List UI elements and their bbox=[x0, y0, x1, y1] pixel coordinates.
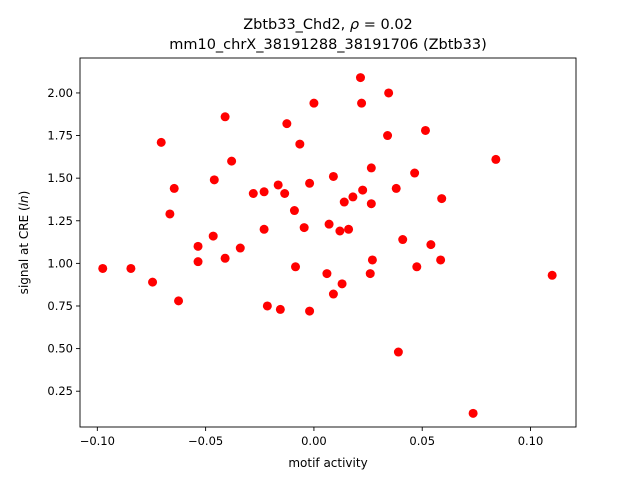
data-point bbox=[366, 163, 376, 173]
data-points bbox=[98, 73, 557, 418]
chart-title-rho-symbol: ρ bbox=[350, 17, 360, 33]
x-tick-label: −0.05 bbox=[188, 434, 223, 448]
data-point bbox=[305, 306, 315, 316]
data-point bbox=[259, 187, 269, 197]
data-point bbox=[220, 253, 230, 263]
y-tick-label: 0.50 bbox=[47, 342, 73, 356]
y-tick-label: 1.00 bbox=[47, 256, 73, 270]
data-point bbox=[436, 255, 446, 265]
data-point bbox=[305, 178, 315, 188]
data-point bbox=[398, 235, 408, 245]
data-point bbox=[126, 263, 136, 273]
x-tick-label: 0.00 bbox=[301, 434, 327, 448]
y-axis-label: signal at CRE (ln) bbox=[17, 191, 31, 295]
data-point bbox=[165, 209, 175, 219]
chart-title-rho-value: = 0.02 bbox=[359, 17, 413, 33]
data-point bbox=[384, 88, 394, 98]
data-point bbox=[227, 156, 237, 166]
data-point bbox=[366, 199, 376, 209]
data-point bbox=[235, 243, 245, 253]
x-axis-ticks: −0.10 −0.05 0.00 0.05 0.10 bbox=[80, 427, 544, 448]
data-point bbox=[169, 183, 179, 193]
y-axis-label-suffix: ) bbox=[17, 191, 31, 196]
data-point bbox=[420, 125, 430, 135]
data-point bbox=[383, 131, 393, 141]
plot-frame bbox=[79, 57, 577, 428]
y-tick-label: 1.50 bbox=[47, 171, 73, 185]
x-axis-label: motif activity bbox=[288, 456, 367, 470]
data-point bbox=[259, 224, 269, 234]
data-point bbox=[367, 255, 377, 265]
chart-title: Zbtb33_Chd2, ρ = 0.02 bbox=[243, 17, 413, 33]
data-point bbox=[335, 226, 345, 236]
data-point bbox=[248, 189, 258, 198]
data-point bbox=[348, 192, 358, 202]
data-point bbox=[275, 304, 285, 314]
y-tick-label: 0.75 bbox=[47, 299, 73, 313]
y-axis-ticks: 0.25 0.50 0.75 1.00 1.25 1.50 1.75 2.00 bbox=[47, 86, 80, 398]
data-point bbox=[98, 263, 108, 273]
data-point bbox=[337, 279, 347, 289]
chart-subtitle: mm10_chrX_38191288_38191706 (Zbtb33) bbox=[169, 37, 487, 53]
y-tick-label: 0.25 bbox=[47, 384, 73, 398]
data-point bbox=[220, 112, 230, 122]
data-point bbox=[344, 224, 354, 234]
data-point bbox=[324, 219, 334, 229]
data-point bbox=[365, 269, 375, 279]
data-point bbox=[410, 168, 420, 178]
data-point bbox=[299, 223, 309, 233]
data-point bbox=[358, 185, 368, 195]
data-point bbox=[355, 73, 365, 83]
data-point bbox=[208, 231, 218, 241]
y-axis-label-prefix: signal at CRE ( bbox=[17, 206, 31, 294]
data-point bbox=[148, 277, 158, 287]
data-point bbox=[309, 98, 319, 108]
y-tick-label: 1.75 bbox=[47, 129, 73, 143]
data-point bbox=[193, 257, 203, 267]
data-point bbox=[295, 139, 305, 149]
data-point bbox=[393, 347, 403, 357]
data-point bbox=[357, 98, 367, 108]
data-point bbox=[262, 301, 272, 311]
y-axis-label-italic: ln bbox=[17, 195, 31, 206]
x-tick-label: 0.05 bbox=[409, 434, 435, 448]
data-point bbox=[322, 269, 332, 279]
data-point bbox=[426, 240, 436, 250]
data-point bbox=[328, 289, 338, 299]
data-point bbox=[412, 262, 422, 272]
data-point bbox=[193, 241, 203, 251]
x-tick-label: 0.10 bbox=[518, 434, 544, 448]
data-point bbox=[437, 194, 447, 204]
chart-title-text: Zbtb33_Chd2, bbox=[243, 17, 350, 33]
data-point bbox=[547, 270, 557, 280]
y-tick-label: 1.25 bbox=[47, 214, 73, 228]
data-point bbox=[468, 408, 478, 418]
data-point bbox=[282, 119, 292, 129]
data-point bbox=[280, 189, 290, 198]
data-point bbox=[209, 175, 219, 185]
data-point bbox=[289, 206, 299, 216]
data-point bbox=[291, 262, 301, 272]
data-point bbox=[273, 180, 283, 190]
data-point bbox=[328, 171, 338, 181]
y-tick-label: 2.00 bbox=[47, 86, 73, 100]
data-point bbox=[491, 154, 501, 164]
x-tick-label: −0.10 bbox=[80, 434, 115, 448]
data-point bbox=[156, 137, 166, 147]
data-point bbox=[174, 296, 184, 306]
data-point bbox=[339, 197, 349, 207]
data-point bbox=[391, 183, 401, 193]
